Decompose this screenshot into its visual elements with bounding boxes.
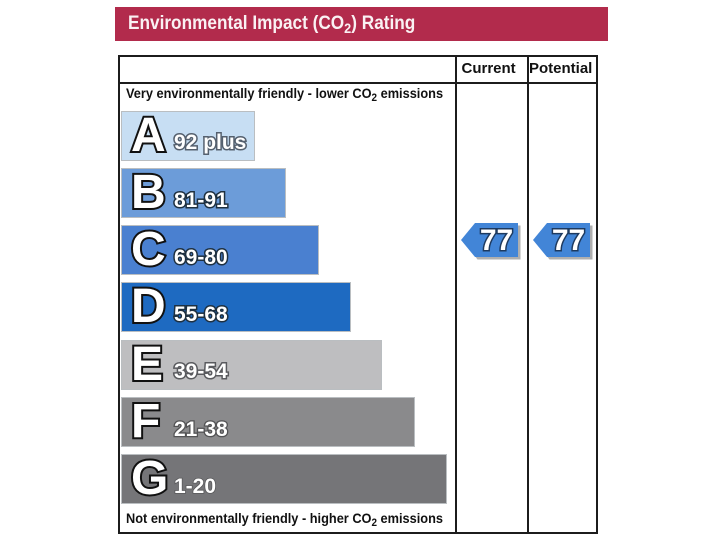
svg-text:77: 77 [480,224,513,257]
svg-text:77: 77 [552,224,585,257]
